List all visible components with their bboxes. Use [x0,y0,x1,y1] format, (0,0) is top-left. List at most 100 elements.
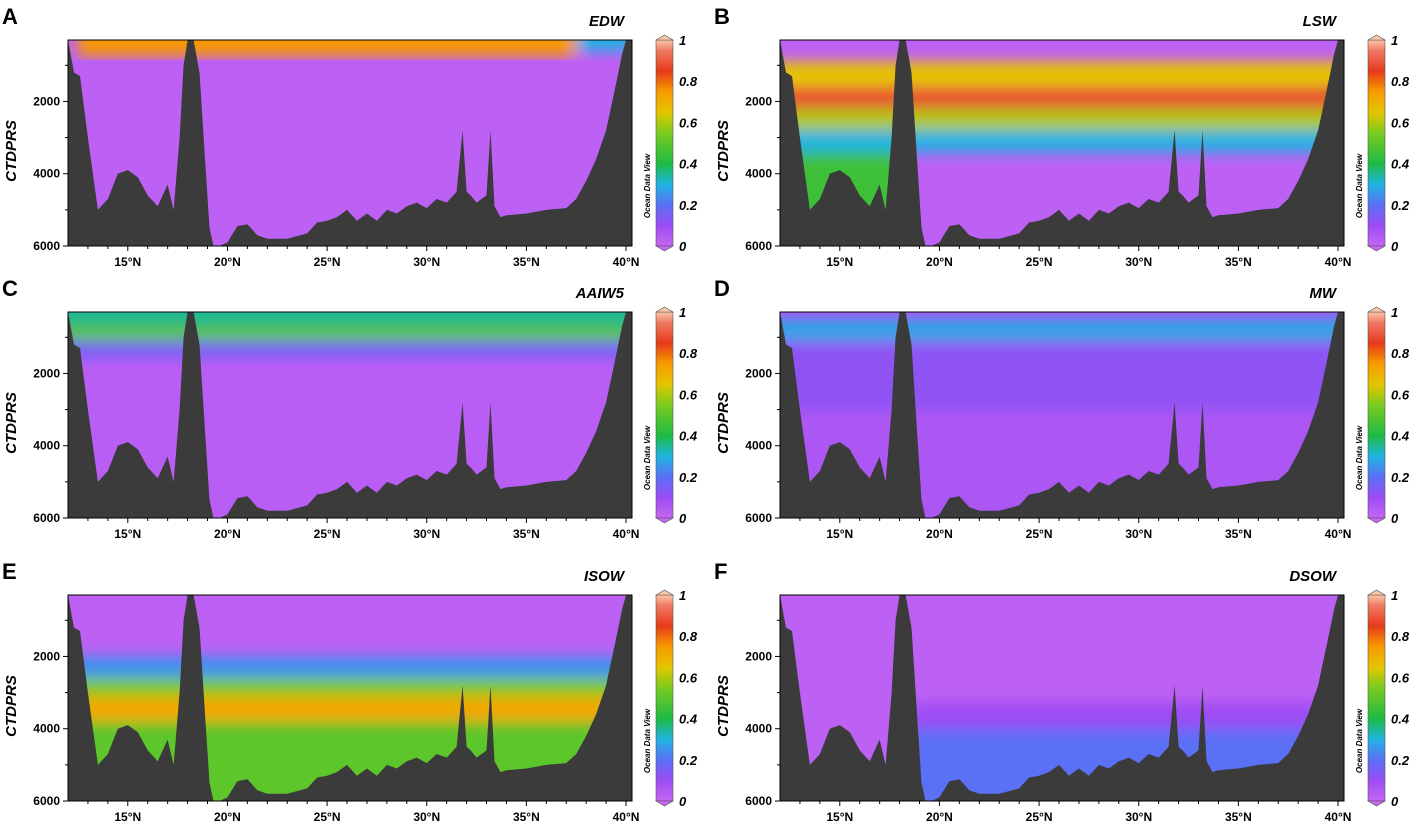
x-tick-label: 15°N [826,255,853,269]
y-tick-label: 2000 [745,94,772,108]
watermark-text: Ocean Data View [1355,153,1364,218]
x-tick-label: 20°N [214,810,241,822]
field-A [68,40,632,246]
x-tick-label: 30°N [413,810,440,822]
y-tick-label: 2000 [745,649,772,663]
panel-D: D MW CTDPRS 2000 4000 6000 15°N 20°N 25°N 30°N 35°… [714,276,1409,541]
colorbar-tick-label: 0.6 [679,670,698,685]
colorbar-bottom-cap [654,245,675,252]
x-tick-label: 25°N [1026,255,1053,269]
y-tick-label: 4000 [33,722,60,736]
colorbar: 0 0.2 0.4 0.6 0.8 1 Ocean Data View [643,588,698,809]
y-tick-label: 6000 [745,794,772,808]
colorbar-tick-label: 1 [1391,588,1398,603]
y-tick-label: 6000 [745,511,772,525]
x-tick-label: 20°N [926,255,953,269]
x-tick-label: 40°N [613,810,640,822]
x-tick-label: 15°N [826,527,853,541]
colorbar-tick-label: 0.6 [1391,387,1409,402]
panel-B: B LSW CTDPRS 2000 4000 6000 15°N 20°N 25°N 30°N 35… [714,4,1409,269]
colorbar: 0 0.2 0.4 0.6 0.8 1 Ocean Data View [1355,305,1409,526]
water-mass-layer [77,40,577,57]
panel-label: E [2,559,17,584]
x-tick-label: 20°N [214,527,241,541]
plot-frame [779,39,1345,247]
x-tick-label: 30°N [413,527,440,541]
x-tick-label: 25°N [314,810,341,822]
colorbar-tick-label: 1 [679,305,686,320]
x-tick-label: 15°N [114,810,141,822]
colorbar-tick-label: 0.6 [679,387,698,402]
seafloor-bathymetry [68,312,632,518]
panel-title: DSOW [1289,568,1338,585]
x-tick-label: 35°N [513,527,540,541]
colorbar-tick-label: 1 [1391,33,1398,48]
y-tick-label: 4000 [33,439,60,453]
colorbar-tick-label: 0.2 [679,470,698,485]
x-tick-label: 25°N [1026,527,1053,541]
y-tick-label: 6000 [33,239,60,253]
x-tick-label: 30°N [1125,255,1152,269]
watermark-text: Ocean Data View [643,153,652,218]
panel-E: E ISOW CTDPRS 2000 4000 6000 15°N 20°N 25°N 30°N 3… [2,559,698,822]
field-F [780,595,1344,801]
y-tick-label: 4000 [745,167,772,181]
panel-label: F [714,559,727,584]
water-mass-layer [68,656,632,679]
y-axis-label: CTDPRS [715,675,732,737]
colorbar-top-cap [654,306,675,313]
water-mass-layer [68,696,632,722]
y-tick-label: 4000 [745,439,772,453]
water-mass-layer [909,703,1344,729]
water-mass-layer [68,340,632,359]
colorbar-gradient [1367,311,1386,519]
colorbar-tick-label: 0 [1391,239,1399,254]
colorbar-tick-label: 0 [679,239,687,254]
watermark-text: Ocean Data View [1355,425,1364,490]
colorbar-gradient [1367,39,1386,247]
colorbar-tick-label: 0.8 [1391,74,1409,89]
x-tick-label: 40°N [1325,527,1352,541]
colorbar-tick-label: 1 [1391,305,1398,320]
panel-A: A EDW CTDPRS 2000 4000 6000 15°N 20°N 25°N 30°N 35… [2,4,698,269]
plot-frame [67,594,633,802]
colorbar-bottom-cap [1366,800,1387,807]
colorbar-tick-label: 0.2 [1391,198,1409,213]
colorbar-bottom-cap [654,800,675,807]
colorbar-tick-label: 0.6 [679,115,698,130]
colorbar-tick-label: 0.4 [1391,157,1409,172]
y-axis-label: CTDPRS [3,675,20,737]
colorbar-gradient [655,594,674,802]
x-tick-label: 40°N [613,255,640,269]
x-tick-label: 30°N [1125,527,1152,541]
colorbar-bottom-cap [654,517,675,524]
panel-title: LSW [1303,13,1338,30]
water-mass-layer [780,319,1344,341]
colorbar-tick-label: 0 [1391,794,1399,809]
colorbar-tick-label: 1 [679,588,686,603]
colorbar: 0 0.2 0.4 0.6 0.8 1 Ocean Data View [1355,33,1409,254]
water-mass-layer [780,108,1344,131]
colorbar-tick-label: 0.8 [679,346,698,361]
colorbar-tick-label: 0 [679,794,687,809]
colorbar-top-cap [1366,306,1387,313]
seafloor-bathymetry [68,40,632,246]
water-mass-layer [68,312,632,327]
panel-title: MW [1309,285,1337,302]
field-D [780,312,1344,518]
colorbar-tick-label: 0.4 [1391,429,1409,444]
plot-frame [779,311,1345,519]
colorbar-tick-label: 0.2 [1391,753,1409,768]
field-B [780,40,1344,246]
colorbar: 0 0.2 0.4 0.6 0.8 1 Ocean Data View [643,305,698,526]
colorbar-tick-label: 0.4 [679,429,698,444]
colorbar-gradient [1367,594,1386,802]
water-mass-layer [68,678,632,697]
panel-title: ISOW [584,568,626,585]
panel-label: C [2,276,18,301]
panel-F: F DSOW CTDPRS 2000 4000 6000 15°N 20°N 25°N 30°N 3… [714,559,1409,822]
colorbar-tick-label: 0.8 [679,629,698,644]
panel-label: D [714,276,730,301]
x-tick-label: 30°N [413,255,440,269]
y-axis-label: CTDPRS [715,392,732,454]
